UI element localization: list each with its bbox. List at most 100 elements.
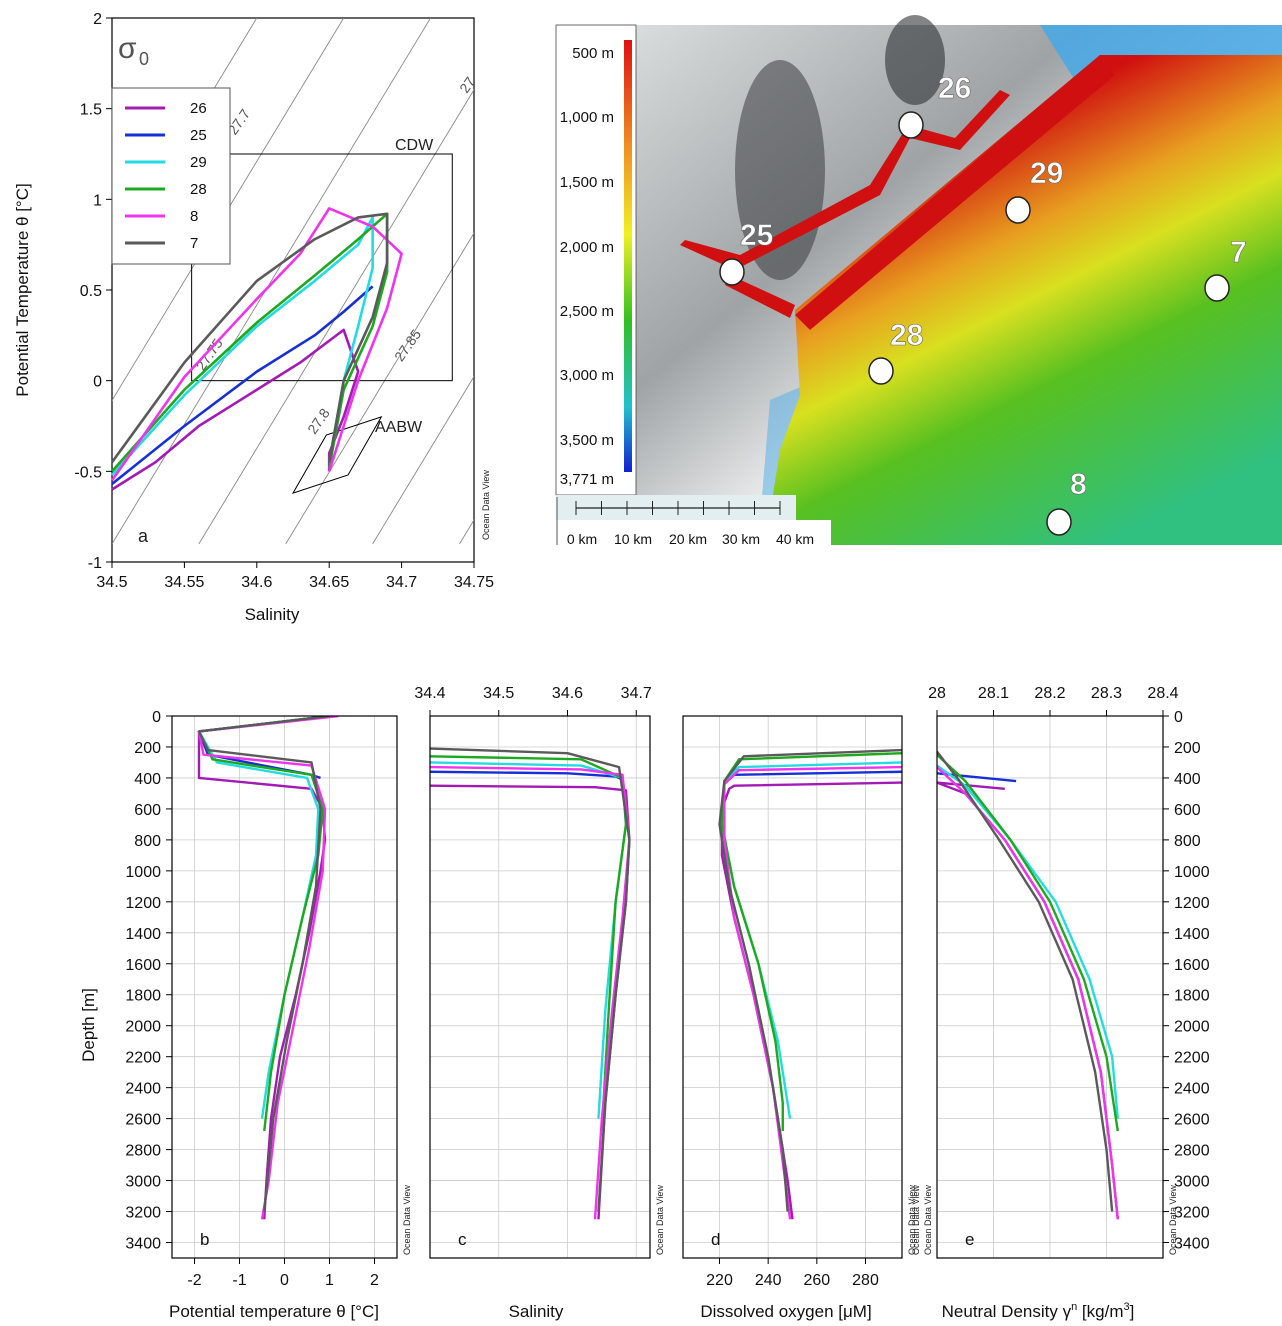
depth-tick-label: 2,000 m [560, 239, 614, 256]
y-tick-label: -0.5 [74, 464, 102, 481]
profile-e-28 [937, 753, 1119, 1132]
depth-tick-label-left: 1400 [125, 926, 161, 943]
depth-tick-label-left: 2600 [125, 1112, 161, 1129]
depth-tick-label-left: 600 [134, 802, 161, 819]
station-marker-7[interactable] [1204, 274, 1230, 302]
depth-tick-label: 2,500 m [560, 303, 614, 320]
scale-label: 0 km [567, 531, 597, 547]
x-tick-label-e: 28.1 [978, 685, 1009, 702]
profile-d-8 [723, 765, 902, 1220]
continental-slope [765, 55, 1282, 545]
legend-label-26: 26 [190, 100, 207, 117]
water-mass-boxes [191, 153, 453, 494]
isopycnal-line [285, 232, 474, 545]
x-tick-label: 34.75 [454, 574, 494, 591]
station-marker-26[interactable] [898, 111, 924, 139]
panel-e: e [936, 715, 1164, 1259]
profile-b-26 [197, 716, 330, 1220]
depth-tick-label-left: 1600 [125, 957, 161, 974]
depth-tick-label-right: 1400 [1174, 926, 1210, 943]
panel-bg [683, 716, 902, 1258]
panel-a-letter: a [138, 526, 149, 546]
depth-tick-label-left: 3000 [125, 1174, 161, 1191]
sigma-symbol: σ [118, 32, 137, 65]
depth-tick-label: 3,500 m [560, 432, 614, 449]
isopycnal-line [372, 375, 474, 545]
x-tick-label-e: 28 [928, 685, 946, 702]
legend-label-25: 25 [190, 127, 207, 144]
aabw-box [291, 416, 383, 494]
series-c [430, 747, 631, 1220]
panel-letter-b: b [200, 1230, 209, 1249]
station-marker-8[interactable] [1046, 508, 1072, 536]
colorbar-panel [555, 24, 637, 496]
depth-tick-label-right: 0 [1174, 709, 1183, 726]
colorbar-ticks: 500 m 1,000 m 1,500 m 2,000 m 2,500 m 3,000 m… [560, 45, 614, 488]
panel-frame [682, 715, 903, 1259]
depth-tick-label: 1,500 m [560, 174, 614, 191]
ts-series-29 [111, 216, 374, 476]
ts-legend: 26 25 29 28 8 7 [111, 87, 231, 265]
depth-tick-label-left: 3400 [125, 1236, 161, 1253]
legend-label-28: 28 [190, 181, 207, 198]
depth-tick-label-right: 3400 [1174, 1236, 1210, 1253]
legend-label-7: 7 [190, 235, 198, 252]
x-tick-label: 34.6 [241, 574, 272, 591]
profile-panels: -2 -1 0 1 2 b c 220 240 260 280 d e [171, 715, 1164, 1289]
panel-frame [936, 715, 1164, 1259]
x-tick-label-d: 280 [852, 1272, 879, 1289]
sigma-subscript: 0 [139, 49, 149, 69]
station-marker-25[interactable] [719, 258, 745, 286]
depth-tick-label-left: 1200 [125, 895, 161, 912]
station-marker-28[interactable] [868, 357, 894, 385]
scale-label: 10 km [614, 531, 652, 547]
depth-tick-label: 3,771 m [560, 471, 614, 488]
depth-tick-label-right: 2800 [1174, 1143, 1210, 1160]
xlabel-e: Neutral Density γn [kg/m3] [942, 1301, 1135, 1321]
panel-letter-c: c [458, 1230, 467, 1249]
station-label-25: 25 [740, 219, 773, 252]
x-tick-label-d: 240 [755, 1272, 782, 1289]
odv-credit: Ocean Data View [655, 1185, 665, 1255]
depth-profiles: 34.4 34.5 34.6 34.7 28 28.1 28.2 28.3 28.4 -2 -1 0… [79, 685, 1210, 1321]
x-tick-label-c: 34.6 [552, 685, 583, 702]
y-tick-label: 0.5 [80, 283, 102, 300]
x-tick-label-b: -1 [232, 1272, 246, 1289]
y-tick-label: -1 [88, 555, 102, 572]
panel-c: c [429, 715, 651, 1259]
x-tick-label-d: 220 [706, 1272, 733, 1289]
x-tick-label-b: 2 [370, 1272, 379, 1289]
x-tick-label: 34.65 [309, 574, 349, 591]
x-tick-label-c: 34.5 [483, 685, 514, 702]
depth-tick-label-left: 2200 [125, 1050, 161, 1067]
depth-tick-label: 500 m [572, 45, 614, 62]
profiles-ylabel: Depth [m] [79, 988, 98, 1062]
ship-track-ridge [795, 55, 1115, 330]
depth-tick-label: 3,000 m [560, 367, 614, 384]
ts-series-25 [111, 285, 374, 486]
station-marker-29[interactable] [1005, 196, 1031, 224]
depth-axis-right: 0 200 400 600 800 1000 1200 1400 1600 1800 2000 220… [1163, 709, 1210, 1253]
depth-tick-label-left: 1800 [125, 988, 161, 1005]
x-tick-label-b: 0 [280, 1272, 289, 1289]
y-tick-label: 2 [93, 11, 102, 28]
isopycnal-line [112, 18, 345, 402]
cdw-label: CDW [395, 137, 434, 154]
isopycnal-label: 27 [456, 74, 478, 96]
top-axis-ticks: 34.4 34.5 34.6 34.7 28 28.1 28.2 28.3 28.4 [414, 685, 1179, 716]
station-label-26: 26 [938, 72, 971, 105]
panel-letter-e: e [965, 1230, 974, 1249]
ts-series-8 [110, 207, 403, 482]
depth-tick-label-right: 200 [1174, 740, 1201, 757]
station-markers: 26 29 25 7 28 8 [719, 72, 1247, 536]
scale-label: 40 km [776, 531, 814, 547]
depth-tick-label-right: 2600 [1174, 1112, 1210, 1129]
series-d [718, 748, 902, 1220]
depth-tick-label-left: 1000 [125, 864, 161, 881]
station-label-29: 29 [1030, 157, 1063, 190]
ts-series [110, 207, 403, 491]
panel-b: -2 -1 0 1 2 b [171, 715, 398, 1289]
depth-tick-label-left: 2000 [125, 1019, 161, 1036]
cdw-box [191, 153, 453, 382]
